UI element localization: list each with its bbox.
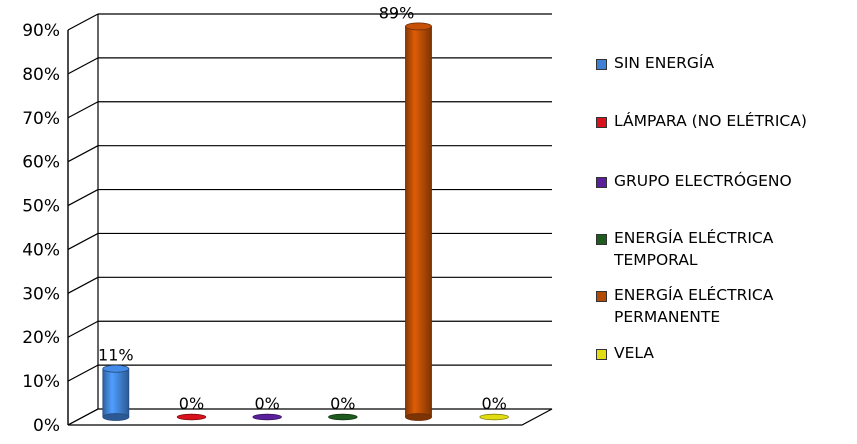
bar: [176, 413, 207, 421]
data-label: 0%: [254, 394, 279, 413]
legend-label: GRUPO ELECTRÓGENO: [614, 172, 792, 190]
side-gridline: [67, 320, 99, 338]
bar: [102, 368, 130, 418]
data-label: 89%: [379, 3, 415, 22]
y-tick-label: 20%: [22, 328, 60, 348]
bar-base: [405, 413, 432, 421]
y-tick-label: 40%: [22, 240, 60, 260]
chart-floor: [67, 408, 553, 426]
legend-label: SIN ENERGÍA: [614, 54, 715, 72]
legend-swatch: [596, 59, 607, 70]
legend-swatch: [596, 291, 607, 302]
side-gridline: [67, 57, 99, 75]
legend-label: LÁMPARA (NO ELÉTRICA): [614, 112, 807, 130]
legend-swatch: [596, 177, 607, 188]
side-gridline: [67, 101, 99, 119]
data-label: 11%: [98, 346, 134, 365]
bar: [479, 413, 509, 421]
data-label: 0%: [330, 394, 355, 413]
side-gridline: [67, 189, 99, 207]
y-tick-label: 50%: [22, 197, 60, 217]
bar-base: [102, 413, 130, 421]
side-gridline: [67, 13, 99, 31]
y-tick-label: 60%: [22, 153, 60, 173]
side-gridline: [67, 145, 99, 163]
side-gridline: [67, 364, 99, 382]
y-tick-label: 10%: [22, 372, 60, 392]
y-tick-label: 90%: [22, 21, 60, 41]
data-label: 0%: [179, 394, 204, 413]
legend-label: ENERGÍA ELÉCTRICA TEMPORAL: [614, 229, 774, 269]
bar-top: [405, 22, 432, 31]
y-tick-label: 30%: [22, 284, 60, 304]
data-label: 0%: [481, 394, 506, 413]
bar-top: [102, 364, 130, 373]
side-gridline: [67, 276, 99, 294]
bar: [252, 413, 282, 421]
y-tick-label: 80%: [22, 65, 60, 85]
y-tick-label: 70%: [22, 109, 60, 129]
side-gridline: [67, 408, 99, 426]
bar: [405, 25, 432, 418]
side-gridline: [67, 232, 99, 250]
legend-label: ENERGÍA ELÉCTRICA PERMANENTE: [614, 286, 774, 326]
y-tick-label: 0%: [33, 416, 60, 436]
bar: [328, 413, 358, 421]
legend-swatch: [596, 117, 607, 128]
legend-label: VELA: [614, 344, 654, 362]
legend-swatch: [596, 234, 607, 245]
legend-swatch: [596, 349, 607, 360]
